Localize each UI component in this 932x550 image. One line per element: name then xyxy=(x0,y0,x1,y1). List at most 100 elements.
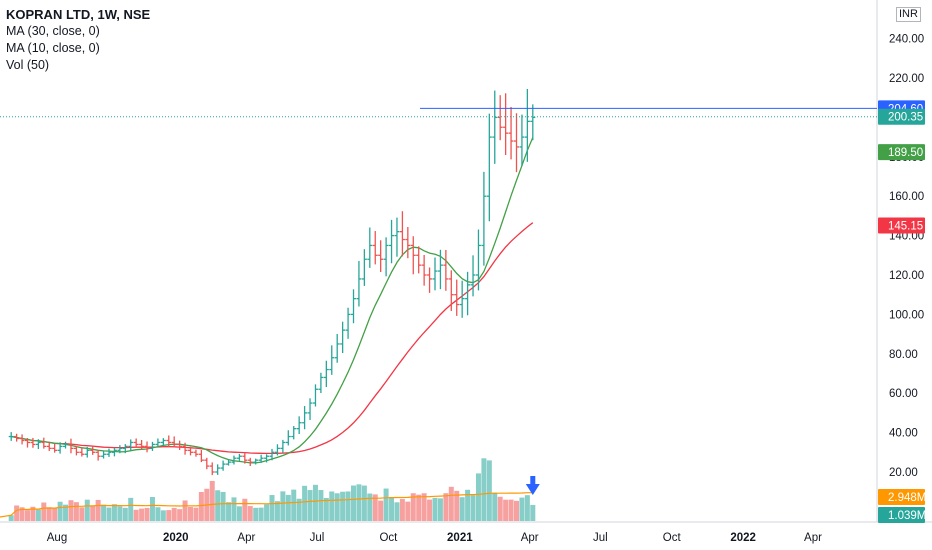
volume-bar xyxy=(242,498,248,521)
price-tag xyxy=(878,489,925,505)
volume-bar xyxy=(84,499,90,521)
volume-bar xyxy=(530,504,536,521)
y-tick-label: 120.00 xyxy=(889,270,924,282)
volume-bar xyxy=(247,506,253,521)
y-tick-label: 240.00 xyxy=(889,34,924,46)
volume-bar xyxy=(399,499,405,521)
legend-ma10[interactable]: MA (10, close, 0) xyxy=(6,41,100,55)
price-tag xyxy=(878,217,925,234)
x-tick-label: 2020 xyxy=(163,532,189,544)
volume-bar xyxy=(486,460,492,521)
volume-bar xyxy=(269,495,275,521)
candles xyxy=(8,88,536,476)
ma30-path xyxy=(11,222,534,455)
legend-volume[interactable]: Vol (50) xyxy=(6,58,50,72)
volume-bar xyxy=(285,494,291,521)
volume-bar xyxy=(122,507,128,521)
volume-bar xyxy=(459,497,465,521)
volume-bar xyxy=(481,458,487,521)
volume-bar xyxy=(513,500,519,521)
volume-bar xyxy=(470,495,476,521)
price-tag-label: 145.15 xyxy=(888,220,923,232)
volume-bar xyxy=(215,490,221,521)
legend-symbol-title[interactable]: KOPRAN LTD, 1W, NSE xyxy=(6,7,151,22)
price-tag-label: 2.948M xyxy=(888,492,926,504)
volume-bar xyxy=(25,510,31,521)
volume-bar xyxy=(497,496,503,521)
volume-bar xyxy=(95,499,101,521)
volume-bar xyxy=(465,489,471,521)
arrow-head xyxy=(525,484,540,495)
volume-bar xyxy=(117,506,123,521)
volume-bar xyxy=(177,509,183,521)
volume-bar xyxy=(340,491,346,521)
y-tick-label: 160.00 xyxy=(889,191,924,203)
volume-bar xyxy=(334,493,340,521)
volume-bar xyxy=(258,507,264,521)
volume-bar xyxy=(35,509,41,521)
volume-bar xyxy=(226,502,232,521)
volume-bar xyxy=(443,493,449,521)
volume-bar xyxy=(30,506,36,521)
volume-bar xyxy=(155,507,161,521)
volume-bar xyxy=(421,493,427,521)
volume-bar xyxy=(46,507,52,521)
volume-bar xyxy=(253,507,259,521)
y-tick-label: 80.00 xyxy=(889,349,918,361)
volume-bar xyxy=(128,497,134,521)
x-tick-label: Apr xyxy=(237,532,255,544)
horizontal-lines[interactable] xyxy=(0,107,877,118)
volume-bar xyxy=(416,494,422,521)
volume-bar xyxy=(361,485,367,521)
y-tick-label: 20.00 xyxy=(889,467,918,479)
y-tick-label: 40.00 xyxy=(889,428,918,440)
volume-bar xyxy=(280,491,286,521)
volume-ma-line xyxy=(0,492,533,518)
price-tag xyxy=(878,108,925,125)
volume-bar xyxy=(437,498,443,521)
volume-bar xyxy=(454,490,460,521)
price-tag-label: 1.039M xyxy=(888,510,926,522)
volume-bar xyxy=(389,497,395,521)
volume-bar xyxy=(188,506,194,521)
y-tick-label: 100.00 xyxy=(889,309,924,321)
volume-bar xyxy=(160,510,166,521)
volume-bar xyxy=(318,490,324,521)
arrow-shaft xyxy=(530,476,536,484)
volume-ma-path xyxy=(0,492,533,518)
legend-ma30[interactable]: MA (30, close, 0) xyxy=(6,24,100,38)
volume-bar xyxy=(220,491,226,521)
volume-bar xyxy=(302,485,308,521)
volume-bar xyxy=(312,484,318,521)
volume-bar xyxy=(329,491,335,521)
volume-bar xyxy=(14,505,20,521)
volume-bar xyxy=(448,486,454,521)
x-tick-label: Jul xyxy=(593,532,608,544)
volume-bar xyxy=(90,505,96,521)
ma10-path xyxy=(11,137,534,464)
volume-bar xyxy=(133,509,139,521)
volume-bar xyxy=(79,507,85,521)
volume-bar xyxy=(8,515,14,521)
volume-bar xyxy=(106,507,112,521)
volume-bar xyxy=(508,499,514,521)
x-tick-label: 2022 xyxy=(730,532,756,544)
volume-bar xyxy=(111,504,117,521)
volume-bar xyxy=(524,495,530,521)
volume-bar xyxy=(144,507,150,521)
ma10-line xyxy=(11,137,534,464)
currency-badge[interactable]: INR xyxy=(896,7,921,22)
x-tick-label: Jul xyxy=(310,532,325,544)
volume-bar xyxy=(19,507,25,521)
x-tick-label: Apr xyxy=(521,532,539,544)
volume-bar xyxy=(73,502,79,521)
volume-bar xyxy=(503,499,509,521)
x-tick-labels: Aug 2020 Apr Jul Oct 2021 Apr Jul Oct 2022 Apr xyxy=(47,532,822,544)
volume-bar xyxy=(149,497,155,521)
volume-bar xyxy=(519,497,525,521)
volume-bar xyxy=(101,504,107,521)
volume-bar xyxy=(356,484,362,521)
x-tick-label: 2021 xyxy=(447,532,473,544)
